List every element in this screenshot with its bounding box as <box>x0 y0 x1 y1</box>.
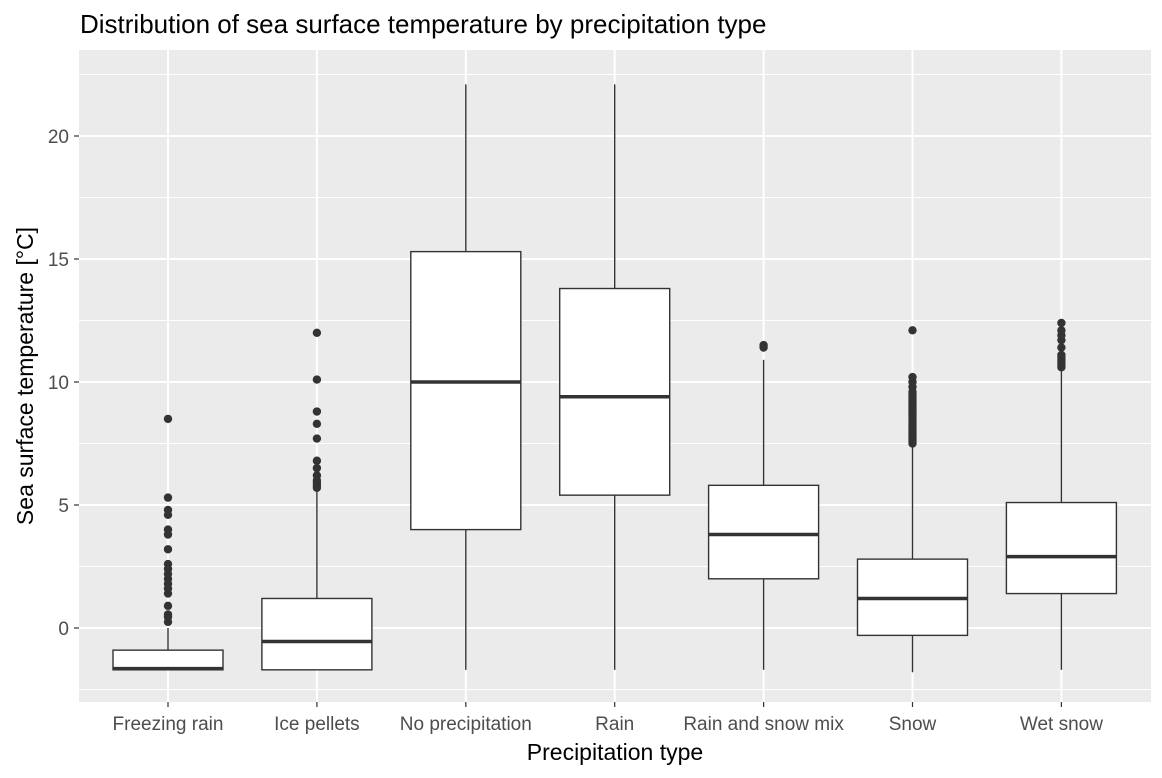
box-ice-pellets <box>261 328 373 671</box>
outlier-point <box>312 375 322 384</box>
outlier-point <box>163 493 173 502</box>
outlier-point <box>163 610 173 619</box>
box-iqr <box>559 287 671 496</box>
box-rain <box>559 84 671 670</box>
y-axis-title: Sea surface temperature [°C] <box>12 227 38 525</box>
outlier-point <box>163 414 173 424</box>
box-freezing-rain <box>112 414 224 671</box>
x-tick-label: Rain <box>595 714 634 735</box>
y-tick-label: 10 <box>48 373 69 394</box>
y-tick-label: 15 <box>48 250 69 271</box>
box-rain-and-snow-mix <box>707 340 820 670</box>
outlier-point <box>312 434 322 443</box>
box-no-precipitation <box>410 84 522 670</box>
outlier-point <box>163 559 173 569</box>
box-iqr <box>410 250 522 531</box>
axis-layer: 0 5 10 15 20 Freezing rain Ice pellets No preci… <box>48 127 1103 735</box>
box-iqr <box>261 597 373 671</box>
y-tick-label: 5 <box>58 496 69 517</box>
outlier-point <box>1057 350 1066 360</box>
outlier-point <box>163 545 173 554</box>
outlier-point <box>312 407 322 416</box>
box-wet-snow <box>1005 318 1118 670</box>
x-tick-label: Freezing rain <box>113 714 224 735</box>
outlier-point <box>908 372 917 382</box>
x-axis-title: Precipitation type <box>527 739 703 765</box>
outlier-point <box>312 328 322 337</box>
outlier-point <box>163 505 173 515</box>
x-tick-label: Snow <box>889 714 937 735</box>
box-layer <box>112 84 1118 673</box>
x-tick-label: Rain and snow mix <box>683 714 844 735</box>
outlier-point <box>163 525 173 534</box>
outlier-point <box>908 326 917 335</box>
box-iqr <box>707 484 820 580</box>
y-tick-label: 0 <box>58 619 69 640</box>
outlier-point <box>312 471 322 480</box>
chart-title: Distribution of sea surface temperature … <box>80 9 767 39</box>
outlier-point <box>1057 343 1066 352</box>
outlier-point <box>163 601 173 611</box>
outlier-point <box>1057 318 1066 328</box>
box-snow <box>856 326 969 673</box>
outlier-point <box>312 456 322 465</box>
x-tick-label: Wet snow <box>1020 714 1103 735</box>
outlier-point <box>1057 326 1066 335</box>
outlier-point <box>312 419 322 429</box>
x-tick-label: No precipitation <box>400 714 532 735</box>
outlier-point <box>312 463 322 473</box>
x-tick-label: Ice pellets <box>274 714 360 735</box>
outlier-point <box>759 340 768 350</box>
y-tick-label: 20 <box>48 127 69 148</box>
box-iqr <box>1005 501 1118 595</box>
